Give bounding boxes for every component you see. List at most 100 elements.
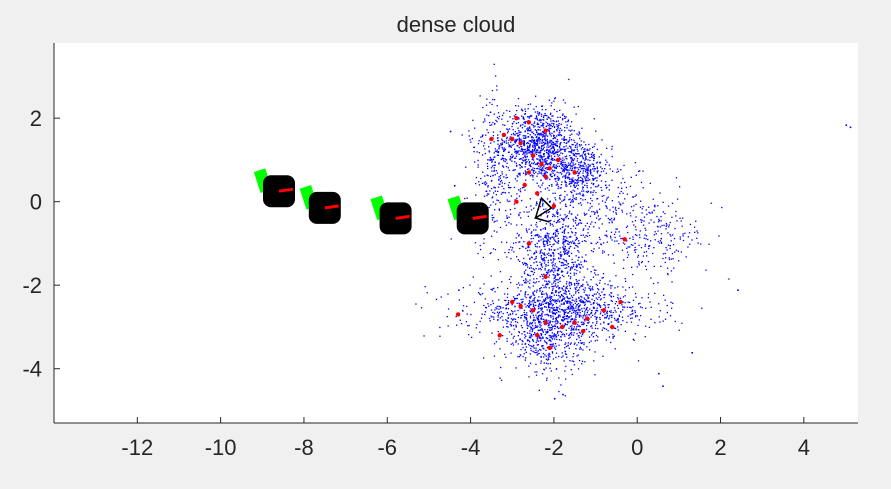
dense-point <box>613 317 616 319</box>
dense-point <box>645 229 647 231</box>
dense-point <box>542 278 544 280</box>
dense-point <box>578 315 580 317</box>
dense-point <box>593 307 596 309</box>
dense-point <box>558 295 560 297</box>
dense-point <box>634 220 637 222</box>
dense-point <box>501 139 504 142</box>
dense-point <box>536 351 538 353</box>
dense-point <box>566 251 568 254</box>
dense-point <box>539 261 541 263</box>
dense-point <box>587 190 590 193</box>
dense-point <box>601 139 603 141</box>
dense-point <box>534 326 536 329</box>
dense-point <box>532 333 535 336</box>
dense-point <box>520 158 522 160</box>
dense-point <box>565 315 567 317</box>
dense-point <box>595 274 597 276</box>
dense-point <box>611 145 613 148</box>
dense-point <box>501 142 503 144</box>
dense-point <box>540 349 542 351</box>
dense-point <box>565 172 568 174</box>
dense-point <box>557 237 559 240</box>
dense-point <box>569 167 571 169</box>
dense-point <box>554 240 557 243</box>
dense-point <box>569 157 572 159</box>
dense-point <box>553 271 555 273</box>
dense-point <box>592 194 594 196</box>
dense-point <box>424 286 426 288</box>
dense-point <box>618 207 620 210</box>
dense-point <box>648 247 650 250</box>
dense-point <box>475 176 478 179</box>
dense-point <box>484 120 486 122</box>
dense-point <box>538 304 541 306</box>
dense-point <box>573 329 575 331</box>
dense-point <box>496 311 499 313</box>
dense-point <box>554 335 556 337</box>
dense-point <box>612 206 614 208</box>
dense-point <box>617 329 619 331</box>
dense-point <box>526 211 528 213</box>
dense-point <box>516 224 518 226</box>
dense-point <box>543 240 546 242</box>
dense-point <box>517 316 519 319</box>
dense-point <box>849 126 852 129</box>
dense-point <box>482 134 484 136</box>
dense-point <box>544 329 546 331</box>
dense-point <box>586 149 588 152</box>
dense-point <box>485 182 488 184</box>
dense-point <box>571 158 573 160</box>
dense-point <box>420 307 423 309</box>
dense-point <box>555 235 557 237</box>
dense-point <box>647 293 650 295</box>
dense-point <box>489 156 491 159</box>
dense-point <box>634 246 636 249</box>
dense-point <box>540 115 543 117</box>
dense-point <box>538 160 540 162</box>
dense-point <box>516 294 518 297</box>
dense-point <box>539 126 541 128</box>
dense-point <box>501 118 503 120</box>
dense-point <box>552 286 554 288</box>
dense-point <box>594 313 596 315</box>
dense-point <box>576 153 578 155</box>
dense-point <box>584 311 586 313</box>
dense-point <box>691 239 693 241</box>
dense-point <box>583 151 585 153</box>
dense-point <box>537 151 539 154</box>
dense-point <box>534 134 536 136</box>
dense-point <box>507 314 510 316</box>
dense-point <box>559 228 561 230</box>
dense-point <box>533 126 535 128</box>
dense-point <box>546 238 549 241</box>
dense-point <box>553 243 555 245</box>
dense-point <box>575 232 577 234</box>
dense-point <box>535 374 538 376</box>
dense-point <box>514 161 516 163</box>
dense-point <box>524 359 526 361</box>
dense-point <box>657 230 659 232</box>
dense-point <box>573 326 575 328</box>
dense-point <box>574 227 577 229</box>
dense-point <box>537 350 539 352</box>
dense-point <box>498 338 500 340</box>
dense-point <box>631 317 633 319</box>
dense-point <box>638 319 640 321</box>
dense-point <box>526 312 528 314</box>
dense-point <box>586 314 588 316</box>
dense-point <box>554 313 556 315</box>
sparse-point <box>526 241 532 246</box>
dense-point <box>530 209 533 211</box>
dense-point <box>504 353 506 355</box>
dense-point <box>554 328 556 330</box>
dense-point <box>519 354 521 356</box>
dense-point <box>496 120 498 123</box>
dense-point <box>578 202 580 205</box>
dense-point <box>555 222 557 224</box>
dense-point <box>538 136 540 138</box>
dense-point <box>567 243 569 245</box>
dense-point <box>516 145 518 147</box>
dense-point <box>537 318 539 320</box>
dense-point <box>571 327 573 329</box>
dense-point <box>572 311 575 313</box>
